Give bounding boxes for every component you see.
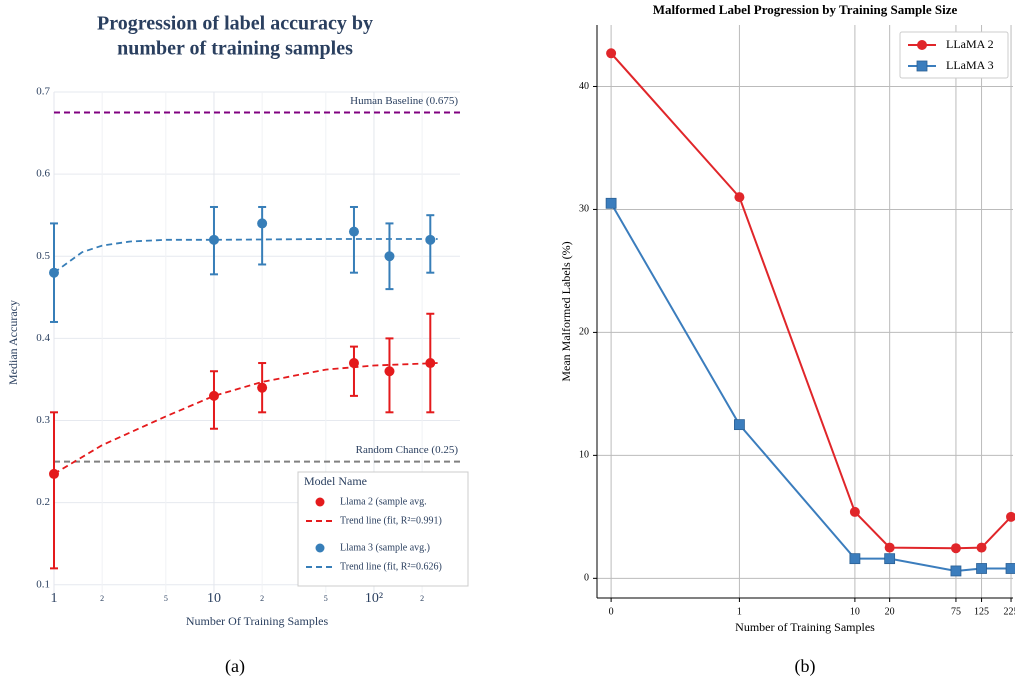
- reference-label: Random Chance (0.25): [356, 444, 459, 456]
- x-tick-label: 225: [1004, 606, 1015, 617]
- x-tick-label: 1: [51, 591, 58, 606]
- marker: [734, 192, 745, 203]
- x-axis-label: Number Of Training Samples: [186, 614, 329, 628]
- marker: [348, 226, 359, 237]
- marker: [257, 382, 268, 393]
- marker: [849, 553, 861, 565]
- caption: (b): [795, 656, 816, 677]
- y-tick-label: 0.4: [36, 332, 50, 344]
- x-tick-label: 5: [324, 594, 328, 603]
- marker: [884, 553, 896, 565]
- y-tick-label: 0.7: [36, 86, 50, 98]
- marker: [49, 267, 59, 278]
- x-tick-label: 10: [850, 606, 860, 617]
- x-tick-label: 10: [207, 591, 221, 606]
- legend-label: Trend line (fit, R²=0.991): [340, 515, 442, 526]
- marker: [606, 48, 617, 59]
- reference-label: Human Baseline (0.675): [350, 95, 458, 107]
- y-tick-label: 0.6: [36, 168, 50, 180]
- marker: [950, 543, 961, 554]
- marker: [208, 234, 219, 245]
- x-tick-label: 2: [100, 594, 104, 603]
- x-tick-label: 5: [164, 594, 168, 603]
- chart-title: Malformed Label Progression by Training …: [653, 2, 958, 17]
- y-tick-label: 30: [579, 204, 589, 215]
- legend-title: Model Name: [304, 474, 367, 488]
- chart-title: Progression of label accuracy by: [97, 13, 373, 35]
- legend-marker: [315, 543, 325, 553]
- x-tick-label: 10²: [365, 591, 383, 606]
- y-tick-label: 40: [579, 81, 589, 92]
- x-tick-label: 2: [420, 594, 424, 603]
- legend-label: Trend line (fit, R²=0.626): [340, 561, 442, 572]
- chart-title: number of training samples: [117, 38, 353, 60]
- marker: [976, 563, 987, 574]
- y-tick-label: 0.2: [36, 496, 50, 508]
- line: [610, 52, 1012, 550]
- legend-label: LLaMA 3: [946, 58, 994, 72]
- marker: [425, 358, 436, 369]
- x-tick-label: 75: [951, 606, 961, 617]
- marker: [1005, 563, 1015, 574]
- x-axis-label: Number of Training Samples: [735, 620, 875, 634]
- marker: [257, 218, 268, 229]
- marker: [605, 197, 617, 209]
- marker: [849, 506, 860, 517]
- marker: [884, 542, 895, 553]
- x-tick-label: 2: [260, 594, 264, 603]
- legend-label: LLaMA 2: [946, 37, 994, 51]
- y-tick-label: 0.1: [36, 578, 50, 590]
- marker: [208, 390, 219, 401]
- legend-marker: [917, 40, 927, 50]
- y-tick-label: 0: [584, 573, 589, 584]
- y-axis-label: Median Accuracy: [6, 300, 20, 385]
- marker: [1006, 511, 1015, 522]
- marker: [425, 234, 436, 245]
- marker: [384, 251, 395, 262]
- y-tick-label: 0.5: [36, 250, 50, 262]
- line: [610, 202, 1012, 572]
- y-tick-label: 10: [579, 450, 589, 461]
- legend-marker: [916, 60, 928, 72]
- marker: [734, 419, 745, 431]
- x-tick-label: 125: [974, 606, 989, 617]
- x-tick-label: 1: [737, 606, 742, 617]
- marker: [976, 542, 987, 553]
- marker: [348, 358, 359, 369]
- y-axis-label: Mean Malformed Labels (%): [559, 241, 573, 381]
- caption: (a): [225, 656, 245, 677]
- marker: [49, 468, 59, 479]
- x-tick-label: 20: [885, 606, 895, 617]
- trend-line: [53, 238, 438, 274]
- x-tick-label: 0: [609, 606, 614, 617]
- marker: [950, 565, 962, 577]
- trend-line: [53, 362, 438, 475]
- y-tick-label: 20: [579, 327, 589, 338]
- legend-label: Llama 3 (sample avg.): [340, 542, 430, 553]
- legend-label: Llama 2 (sample avg.: [340, 496, 427, 507]
- legend-marker: [315, 497, 325, 507]
- marker: [384, 366, 395, 377]
- y-tick-label: 0.3: [36, 414, 50, 426]
